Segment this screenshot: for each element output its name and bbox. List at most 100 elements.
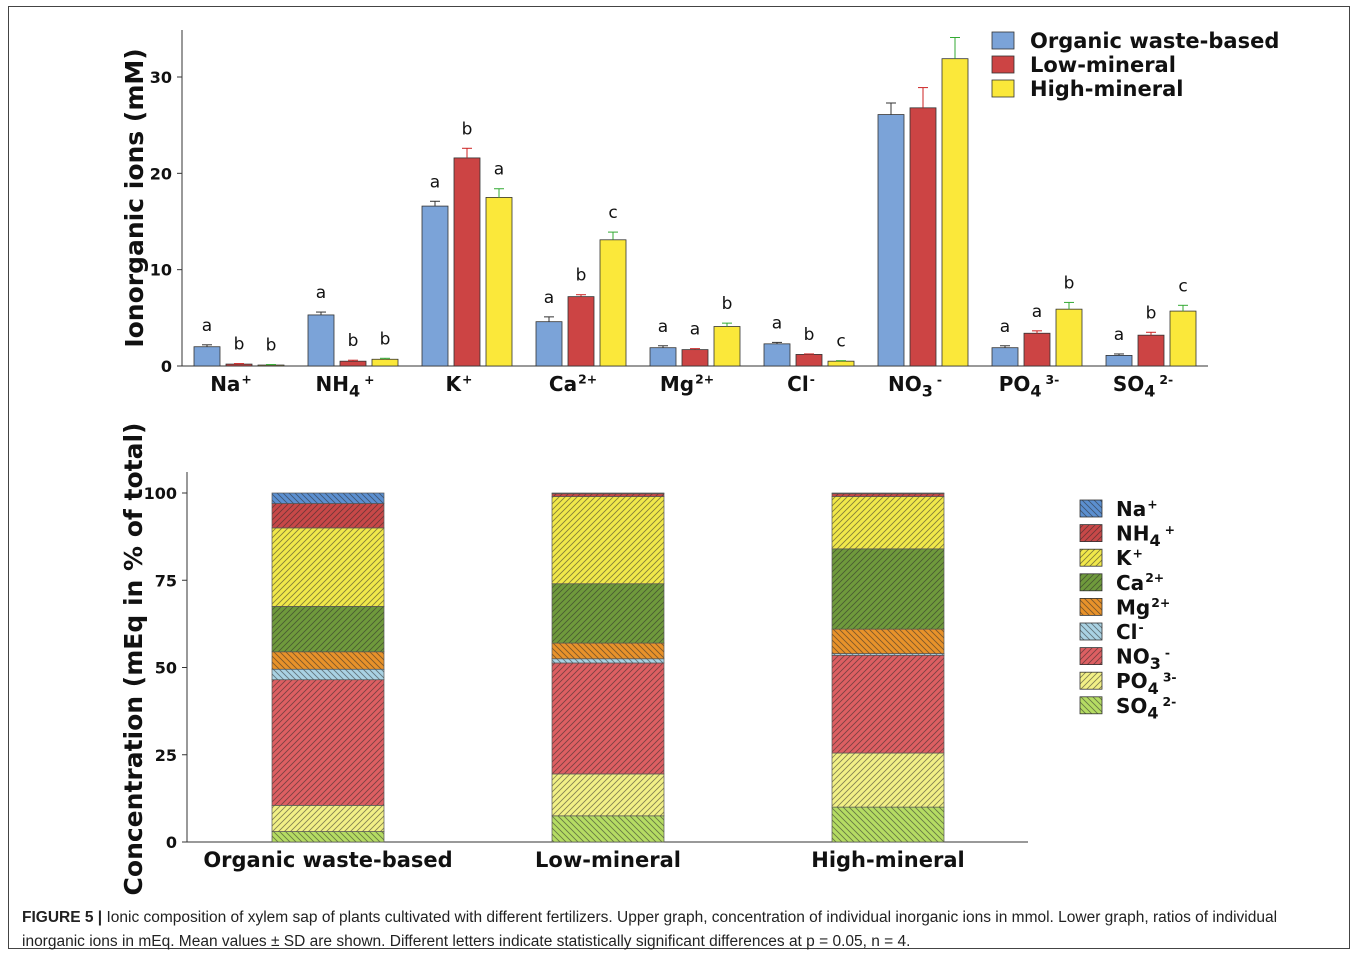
top-bar-low	[681, 349, 709, 367]
top-bar-low	[1137, 334, 1165, 367]
top-bar-low	[453, 157, 481, 367]
top-bar-organic	[763, 343, 791, 367]
bottom-x-tick-label: Organic waste-based	[203, 848, 452, 872]
top-x-tick-label: K+	[446, 371, 473, 396]
top-significance-letter: a	[772, 313, 782, 333]
bottom-legend-label: NO3-	[1116, 645, 1170, 674]
bottom-legend-swatch-PO4	[1079, 671, 1103, 690]
caption-text: Ionic composition of xylem sap of plants…	[22, 909, 1278, 950]
top-bar-high	[713, 326, 741, 367]
top-bar-high	[1169, 310, 1197, 367]
bottom-legend-label: Ca2+	[1116, 570, 1164, 595]
top-bar-low	[339, 360, 367, 367]
top-bar-organic	[991, 347, 1019, 367]
top-significance-letter: a	[202, 316, 212, 336]
bottom-y-tick-label: 75	[155, 571, 177, 590]
top-bar-organic	[877, 114, 905, 367]
top-significance-letter: c	[608, 203, 617, 223]
bottom-legend-label: PO43-	[1116, 669, 1177, 698]
bottom-legend-swatch-Cl	[1079, 622, 1103, 641]
top-bar-high	[827, 360, 855, 367]
bottom-segment-Cl	[551, 658, 665, 664]
top-significance-letter: b	[234, 335, 245, 355]
top-significance-letter: b	[380, 329, 391, 349]
bottom-segment-NO3	[551, 662, 665, 775]
top-bar-low	[909, 107, 937, 367]
bottom-segment-K	[271, 527, 385, 607]
top-legend-swatch-high	[991, 79, 1015, 98]
bottom-x-tick-label: High-mineral	[811, 848, 964, 872]
top-significance-letter: a	[1000, 317, 1010, 337]
bottom-segment-NH4	[831, 493, 945, 497]
bottom-legend-swatch-NO3	[1079, 647, 1103, 665]
bottom-segment-Na	[831, 492, 945, 495]
top-x-tick-label: Cl-	[787, 371, 815, 396]
top-legend-swatch-low	[991, 55, 1015, 74]
bottom-segment-Mg	[271, 651, 385, 670]
top-bar-organic	[535, 321, 563, 367]
top-bar-high	[599, 239, 627, 367]
bottom-legend-label: K+	[1116, 546, 1143, 571]
bottom-legend-swatch-Na	[1079, 499, 1103, 518]
top-bar-high	[371, 358, 399, 367]
top-y-tick-label: 0	[161, 357, 172, 376]
top-bar-organic	[421, 205, 449, 367]
bottom-legend-swatch-K	[1079, 548, 1103, 567]
top-significance-letter: a	[494, 160, 504, 180]
bottom-legend-label: Cl-	[1116, 619, 1144, 644]
bottom-segment-Cl	[271, 668, 385, 681]
top-significance-letter: b	[1064, 273, 1075, 293]
bottom-legend-label: Mg2+	[1116, 595, 1170, 620]
top-significance-letter: a	[430, 172, 440, 192]
bottom-segment-Na	[271, 492, 385, 504]
figure-frame	[8, 6, 1350, 949]
top-bar-low	[795, 354, 823, 367]
top-legend-label: Low-mineral	[1030, 53, 1176, 77]
top-legend-swatch-organic	[991, 31, 1015, 50]
top-legend-label: Organic waste-based	[1030, 29, 1279, 53]
bottom-legend-label: NH4+	[1116, 522, 1175, 551]
bottom-legend-swatch-NH4	[1079, 524, 1103, 542]
top-y-tick-label: 10	[150, 261, 172, 280]
top-bar-high	[257, 364, 285, 367]
top-significance-letter: b	[348, 331, 359, 351]
top-legend-label: High-mineral	[1030, 77, 1183, 101]
bottom-segment-NO3	[831, 654, 945, 754]
top-significance-letter: a	[544, 288, 554, 308]
top-significance-letter: a	[1114, 325, 1124, 345]
top-significance-letter: b	[266, 336, 277, 356]
top-x-tick-label: Na+	[210, 371, 252, 396]
top-bar-high	[941, 58, 969, 367]
bottom-y-tick-label: 25	[155, 746, 177, 765]
bottom-segment-SO4	[271, 831, 385, 843]
top-bar-low	[225, 363, 253, 367]
bottom-legend-swatch-Mg	[1079, 598, 1103, 616]
bottom-legend-swatch-Ca	[1079, 573, 1103, 592]
top-significance-letter: b	[722, 294, 733, 314]
top-significance-letter: a	[316, 283, 326, 303]
top-y-tick-label: 20	[150, 164, 172, 183]
top-significance-letter: a	[658, 317, 668, 337]
bottom-segment-Mg	[551, 642, 665, 660]
bottom-segment-Mg	[831, 628, 945, 654]
bottom-segment-Ca	[831, 548, 945, 630]
top-bar-organic	[649, 347, 677, 367]
top-bar-high	[485, 197, 513, 367]
bottom-segment-SO4	[551, 815, 665, 843]
top-x-tick-label: Mg2+	[660, 371, 714, 396]
bottom-y-tick-label: 100	[144, 484, 177, 503]
top-y-tick-label: 30	[150, 68, 172, 87]
top-significance-letter: c	[1178, 276, 1187, 296]
top-bar-low	[1023, 332, 1051, 367]
top-bar-high	[1055, 308, 1083, 367]
top-bar-organic	[1105, 355, 1133, 367]
bottom-segment-Na	[551, 492, 665, 495]
bottom-x-tick-label: Low-mineral	[535, 848, 681, 872]
bottom-segment-SO4	[831, 806, 945, 843]
top-bar-organic	[307, 314, 335, 367]
top-x-tick-label: PO43-	[999, 372, 1060, 401]
top-x-tick-label: SO42-	[1113, 372, 1173, 401]
top-significance-letter: a	[690, 320, 700, 340]
